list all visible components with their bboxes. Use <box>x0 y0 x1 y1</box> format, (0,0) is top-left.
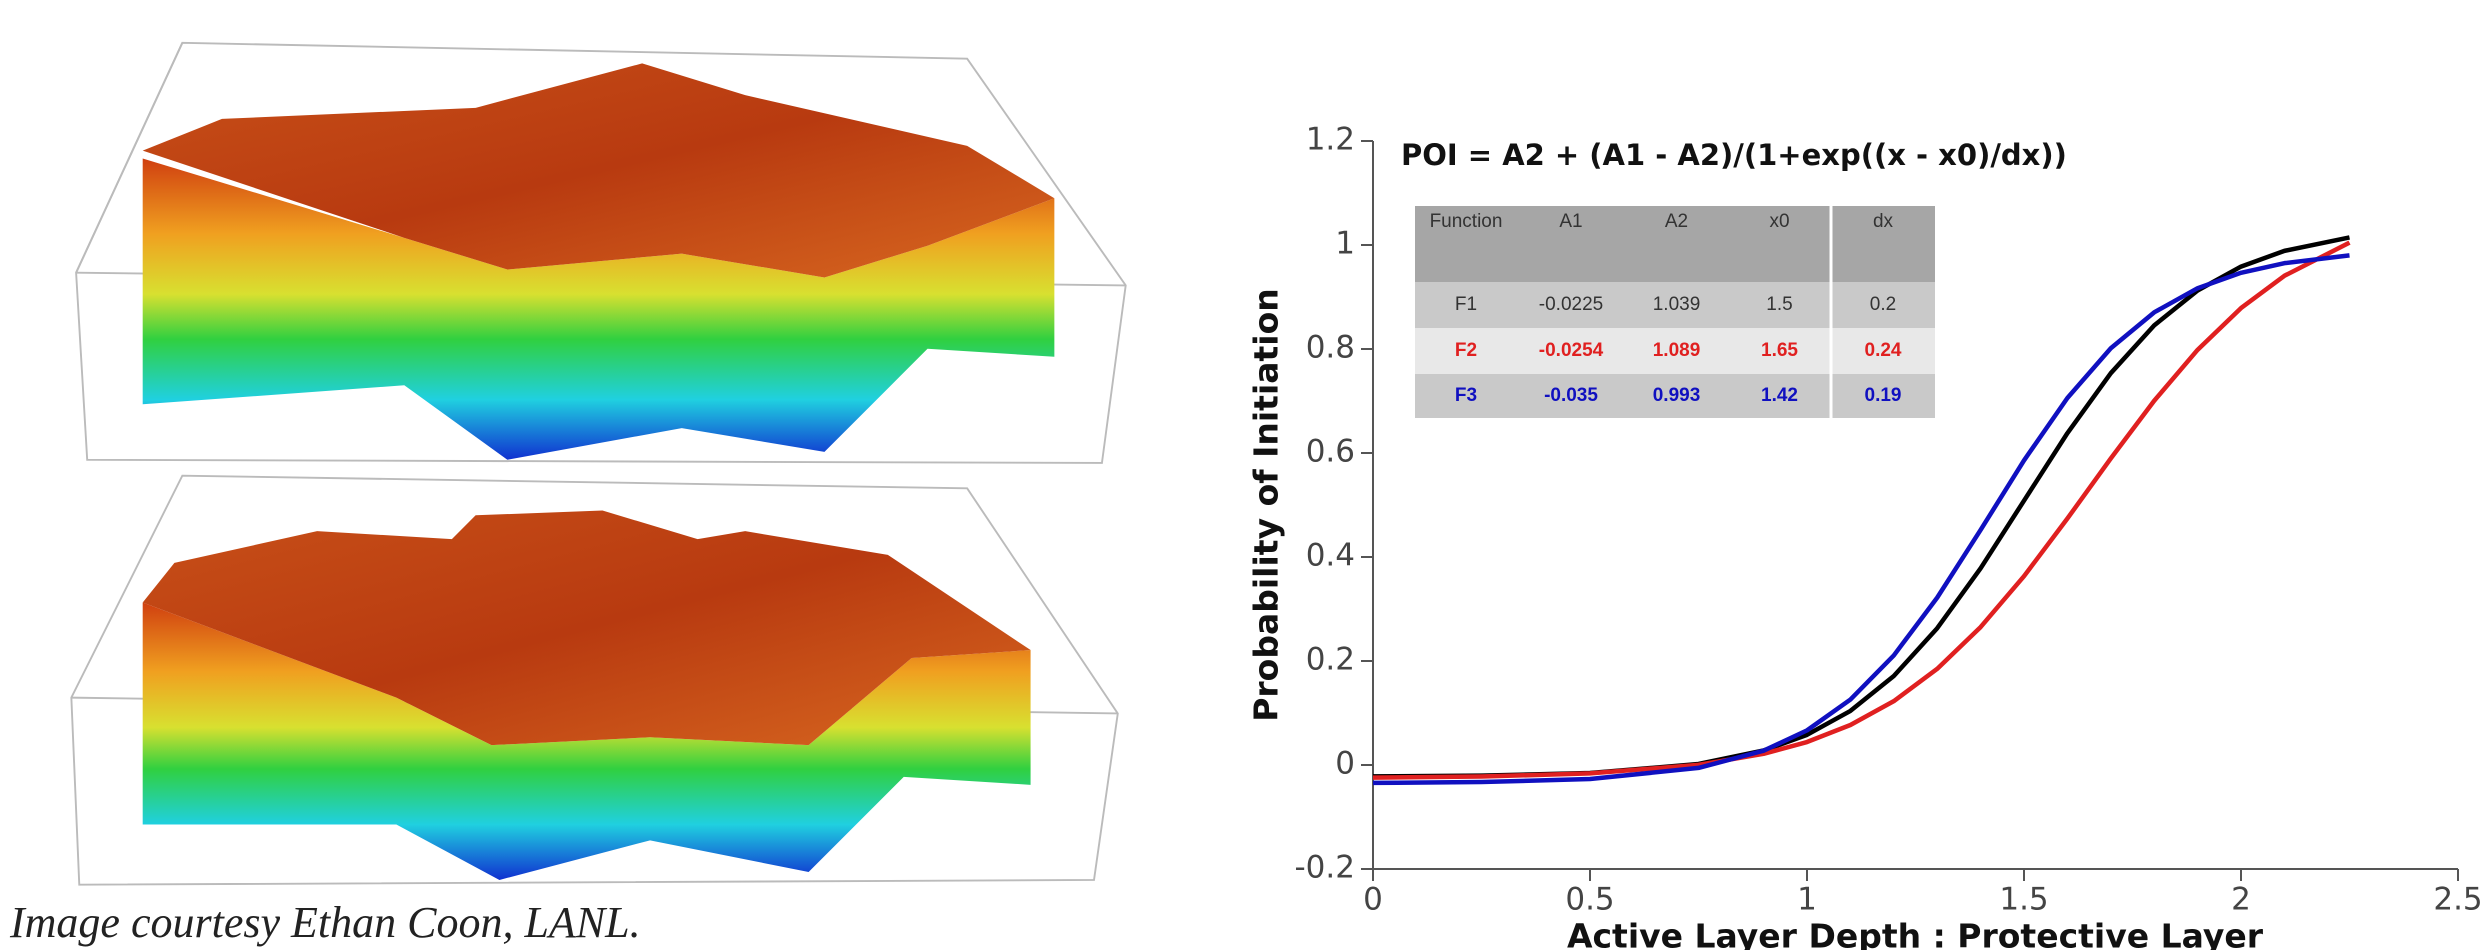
table-cell: -0.035 <box>1544 385 1598 406</box>
table-header <box>1415 206 1935 282</box>
table-header-cell: A1 <box>1559 211 1582 232</box>
y-tick-label: 1 <box>1335 226 1355 262</box>
table-header-cell: Function <box>1430 211 1503 232</box>
y-tick-label: 0.8 <box>1306 330 1355 366</box>
terrain-render <box>70 41 1127 886</box>
table-cell: 1.65 <box>1761 340 1798 361</box>
table-header-cell: A2 <box>1665 211 1688 232</box>
table-cell: 0.993 <box>1653 385 1701 406</box>
table-cell: 0.2 <box>1870 294 1896 315</box>
table-header-cell: x0 <box>1769 211 1789 232</box>
table-cell: 1.42 <box>1761 385 1798 406</box>
table-row <box>1415 282 1935 328</box>
x-tick-label: 2.5 <box>2433 882 2482 918</box>
y-tick-label: 0.2 <box>1306 642 1355 678</box>
x-tick-label: 0 <box>1363 882 1383 918</box>
table-cell: 1.5 <box>1766 294 1792 315</box>
y-tick-label: 0 <box>1335 746 1355 782</box>
x-tick-label: 2 <box>2231 882 2251 918</box>
table-cell: F3 <box>1455 385 1477 406</box>
y-tick-label: 0.4 <box>1306 538 1355 574</box>
table-row <box>1415 328 1935 374</box>
y-tick-label: 0.6 <box>1306 434 1355 470</box>
table-cell: 0.19 <box>1865 385 1902 406</box>
table-cell: 0.24 <box>1865 340 1902 361</box>
x-axis-title: Active Layer Depth : Protective Layer <box>1567 917 2264 950</box>
table-cell: 1.039 <box>1653 294 1701 315</box>
y-tick-label: -0.2 <box>1295 850 1356 886</box>
x-tick-label: 1 <box>1797 882 1817 918</box>
chart-title: POI = A2 + (A1 - A2)/(1+exp((x - x0)/dx)… <box>1401 138 2067 172</box>
x-tick-label: 0.5 <box>1565 882 1614 918</box>
table-cell: -0.0225 <box>1539 294 1603 315</box>
table-row <box>1415 374 1935 418</box>
y-axis-title: Probability of Initiation <box>1247 288 1286 722</box>
table-cell: F1 <box>1455 294 1477 315</box>
y-tick-label: 1.2 <box>1306 122 1355 158</box>
caption: Image courtesy Ethan Coon, LANL. <box>9 898 641 947</box>
series-line <box>1372 240 2351 780</box>
x-tick-label: 1.5 <box>1999 882 2048 918</box>
table-cell: 1.089 <box>1653 340 1701 361</box>
table-header-cell: dx <box>1873 211 1894 232</box>
table-cell: -0.0254 <box>1539 340 1604 361</box>
table-cell: F2 <box>1455 340 1477 361</box>
series-line <box>1372 253 2350 786</box>
